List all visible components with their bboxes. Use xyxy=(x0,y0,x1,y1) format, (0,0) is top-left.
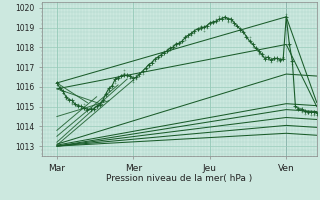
X-axis label: Pression niveau de la mer( hPa ): Pression niveau de la mer( hPa ) xyxy=(106,174,252,183)
